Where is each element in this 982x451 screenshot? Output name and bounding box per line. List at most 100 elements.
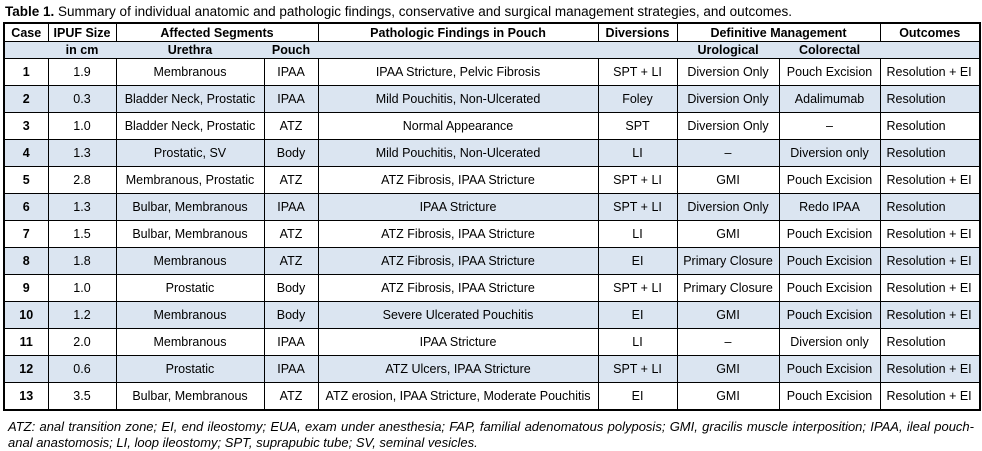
cell-case: 10: [3, 301, 49, 329]
cell-case: 9: [3, 274, 49, 302]
cell-outcomes: Resolution + EI: [879, 247, 981, 275]
table-row: 7 1.5 Bulbar, Membranous ATZ ATZ Fibrosi…: [3, 220, 981, 248]
cell-colorectal: Pouch Excision: [778, 355, 881, 383]
cell-diversions: SPT + LI: [597, 274, 678, 302]
subheader-colorectal: Colorectal: [779, 41, 881, 59]
cell-colorectal: Pouch Excision: [778, 274, 881, 302]
cell-diversions: EI: [597, 382, 678, 411]
cell-pouch: IPAA: [263, 355, 319, 383]
cell-urethra: Bulbar, Membranous: [115, 193, 265, 221]
subheader-urological: Urological: [677, 41, 780, 59]
table-caption-label: Table 1.: [5, 4, 55, 19]
cell-outcomes: Resolution + EI: [879, 58, 981, 86]
cell-case: 2: [3, 85, 49, 113]
cell-outcomes: Resolution: [879, 139, 981, 167]
cell-urological: Diversion Only: [676, 193, 780, 221]
cell-pouch: Body: [263, 139, 319, 167]
cell-colorectal: Pouch Excision: [778, 247, 881, 275]
cell-pathologic-findings: Severe Ulcerated Pouchitis: [317, 301, 599, 329]
cell-colorectal: Adalimumab: [778, 85, 881, 113]
cell-outcomes: Resolution: [879, 85, 981, 113]
cell-diversions: SPT + LI: [597, 193, 678, 221]
cell-urological: Diversion Only: [676, 85, 780, 113]
table-row: 2 0.3 Bladder Neck, Prostatic IPAA Mild …: [3, 85, 981, 113]
cell-pathologic-findings: Normal Appearance: [317, 112, 599, 140]
cell-outcomes: Resolution: [879, 193, 981, 221]
cell-ipuf-size: 3.5: [47, 382, 117, 411]
table-row: 3 1.0 Bladder Neck, Prostatic ATZ Normal…: [3, 112, 981, 140]
table-row: 10 1.2 Membranous Body Severe Ulcerated …: [3, 301, 981, 329]
cell-pouch: ATZ: [263, 112, 319, 140]
cell-ipuf-size: 1.0: [47, 112, 117, 140]
col-header-outcomes: Outcomes: [879, 22, 981, 42]
cell-outcomes: Resolution: [879, 112, 981, 140]
cell-diversions: SPT + LI: [597, 166, 678, 194]
cell-pathologic-findings: ATZ Ulcers, IPAA Stricture: [317, 355, 599, 383]
cell-outcomes: Resolution + EI: [879, 166, 981, 194]
col-header-definitive-management: Definitive Management: [676, 22, 881, 42]
cell-case: 8: [3, 247, 49, 275]
table-row: 12 0.6 Prostatic IPAA ATZ Ulcers, IPAA S…: [3, 355, 981, 383]
cell-ipuf-size: 1.9: [47, 58, 117, 86]
cell-case: 1: [3, 58, 49, 86]
cell-colorectal: Pouch Excision: [778, 382, 881, 411]
table-body: 1 1.9 Membranous IPAA IPAA Stricture, Pe…: [3, 58, 981, 411]
cell-ipuf-size: 1.2: [47, 301, 117, 329]
cell-ipuf-size: 0.6: [47, 355, 117, 383]
cell-urethra: Prostatic: [115, 274, 265, 302]
cell-diversions: LI: [597, 220, 678, 248]
cell-diversions: Foley: [597, 85, 678, 113]
cell-pouch: ATZ: [263, 220, 319, 248]
subheader-blank-pathologic: [318, 41, 599, 59]
cell-colorectal: Pouch Excision: [778, 166, 881, 194]
col-header-ipuf-size: IPUF Size: [47, 22, 117, 42]
cell-pathologic-findings: IPAA Stricture: [317, 193, 599, 221]
table-row: 5 2.8 Membranous, Prostatic ATZ ATZ Fibr…: [3, 166, 981, 194]
cell-outcomes: Resolution + EI: [879, 220, 981, 248]
cell-pouch: IPAA: [263, 58, 319, 86]
cell-case: 13: [3, 382, 49, 411]
cell-urological: GMI: [676, 301, 780, 329]
table-row: 4 1.3 Prostatic, SV Body Mild Pouchitis,…: [3, 139, 981, 167]
subheader-pouch: Pouch: [264, 41, 319, 59]
cell-urological: GMI: [676, 166, 780, 194]
cell-colorectal: Diversion only: [778, 139, 881, 167]
cell-urological: Diversion Only: [676, 58, 780, 86]
subheader-blank-diversions: [598, 41, 678, 59]
subheader-blank-case: [4, 41, 48, 59]
table-caption: Table 1. Summary of individual anatomic …: [0, 0, 982, 22]
cell-urological: GMI: [676, 220, 780, 248]
cell-case: 7: [3, 220, 49, 248]
cell-pathologic-findings: ATZ Fibrosis, IPAA Stricture: [317, 166, 599, 194]
cell-pouch: ATZ: [263, 166, 319, 194]
cell-pouch: Body: [263, 301, 319, 329]
cell-pathologic-findings: ATZ erosion, IPAA Stricture, Moderate Po…: [317, 382, 599, 411]
cell-urethra: Membranous: [115, 247, 265, 275]
cell-pathologic-findings: ATZ Fibrosis, IPAA Stricture: [317, 247, 599, 275]
cell-outcomes: Resolution + EI: [879, 301, 981, 329]
table-row: 13 3.5 Bulbar, Membranous ATZ ATZ erosio…: [3, 382, 981, 411]
cell-urethra: Membranous, Prostatic: [115, 166, 265, 194]
cell-urological: Diversion Only: [676, 112, 780, 140]
cell-pathologic-findings: IPAA Stricture, Pelvic Fibrosis: [317, 58, 599, 86]
table-row: 9 1.0 Prostatic Body ATZ Fibrosis, IPAA …: [3, 274, 981, 302]
cell-pathologic-findings: ATZ Fibrosis, IPAA Stricture: [317, 274, 599, 302]
cell-ipuf-size: 2.0: [47, 328, 117, 356]
subheader-blank-outcomes: [880, 41, 981, 59]
cell-diversions: SPT: [597, 112, 678, 140]
cell-outcomes: Resolution: [879, 328, 981, 356]
cell-case: 4: [3, 139, 49, 167]
cell-ipuf-size: 1.5: [47, 220, 117, 248]
cell-pathologic-findings: Mild Pouchitis, Non-Ulcerated: [317, 85, 599, 113]
cell-ipuf-size: 1.3: [47, 193, 117, 221]
cell-diversions: LI: [597, 139, 678, 167]
cell-pathologic-findings: Mild Pouchitis, Non-Ulcerated: [317, 139, 599, 167]
cell-urethra: Prostatic, SV: [115, 139, 265, 167]
cell-colorectal: Pouch Excision: [778, 220, 881, 248]
table-row: 8 1.8 Membranous ATZ ATZ Fibrosis, IPAA …: [3, 247, 981, 275]
cell-pathologic-findings: IPAA Stricture: [317, 328, 599, 356]
cell-urethra: Bulbar, Membranous: [115, 220, 265, 248]
cell-colorectal: Diversion only: [778, 328, 881, 356]
cell-ipuf-size: 1.3: [47, 139, 117, 167]
col-header-affected-segments: Affected Segments: [115, 22, 319, 42]
